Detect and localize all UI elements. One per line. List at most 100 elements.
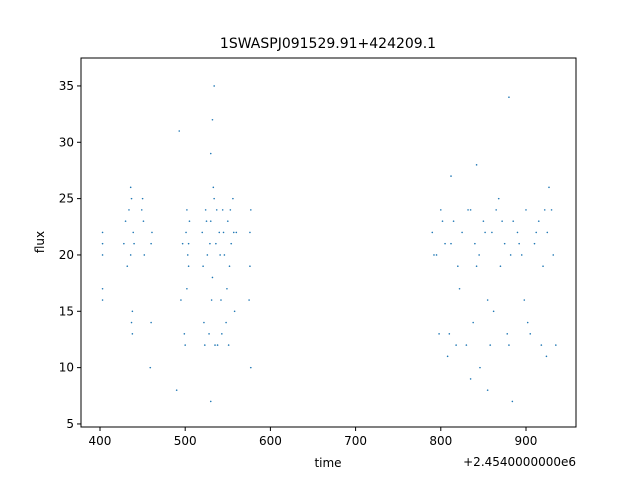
data-point [438,333,440,335]
data-point [526,321,529,324]
data-point [472,321,474,324]
data-point [151,231,153,234]
data-point [180,299,182,301]
data-point [216,344,219,346]
data-point [545,355,548,358]
y-tick-label: 25 [59,192,74,206]
data-point [202,265,204,268]
data-point [205,220,208,222]
data-point [186,287,188,290]
data-point [149,366,152,369]
data-point [215,242,217,245]
data-point [452,220,455,222]
data-point [221,333,223,335]
data-point [142,220,145,222]
data-point [509,254,512,256]
data-point [552,254,555,256]
data-point [491,231,493,234]
data-point [203,344,206,346]
data-point [529,333,532,335]
data-point [503,242,506,245]
data-point [209,400,212,403]
data-point [101,287,104,290]
data-point [540,344,543,346]
data-point [457,265,459,268]
data-point [211,276,214,279]
y-tick-label: 20 [59,248,74,262]
data-point [215,209,218,211]
data-point [123,242,125,245]
data-point [211,118,214,121]
data-point [478,254,480,256]
data-point [223,254,226,256]
data-point [141,197,144,200]
x-tick-label: 800 [429,434,452,448]
data-point [210,299,213,301]
data-point [209,242,211,245]
data-point [448,333,451,335]
data-point [520,254,523,256]
x-offset-label: +2.4540000000e6 [463,455,576,469]
data-point [150,242,152,245]
data-point [185,231,187,234]
x-tick-label: 500 [174,434,197,448]
data-point [213,85,215,87]
data-point [469,378,472,380]
y-tick-label: 35 [59,79,74,93]
data-point [229,209,232,211]
data-point [555,344,557,346]
data-point [181,242,184,245]
data-point [132,231,135,234]
y-tick-label: 15 [59,304,74,318]
data-point [461,231,463,234]
data-point [126,265,129,268]
data-point [499,265,502,268]
data-point [508,96,510,99]
data-point [221,209,224,211]
data-point [543,209,546,211]
data-point [249,265,251,268]
data-point [441,220,444,222]
y-tick-label: 10 [59,361,74,375]
data-point [128,209,130,211]
data-point [233,310,236,313]
y-axis-label: flux [33,231,47,253]
chart-title: 1SWASPJ091529.91+424209.1 [220,36,436,52]
data-point [124,220,127,222]
data-point [225,321,227,324]
x-tick-label: 600 [259,434,282,448]
data-point [226,287,228,290]
data-point [140,209,143,211]
data-point [546,231,549,234]
x-tick-label: 700 [344,434,367,448]
data-point [497,197,500,200]
data-point [512,220,515,222]
data-point [542,265,544,268]
data-point [186,254,189,256]
data-point [183,333,186,335]
x-tick-label: 400 [89,434,112,448]
data-point [130,321,133,324]
data-point [227,344,230,346]
data-point [187,265,190,268]
x-axis-label: time [314,456,341,470]
data-point [129,186,132,189]
data-point [129,254,132,256]
data-point [508,344,510,346]
x-tick-label: 900 [515,434,538,448]
data-point [204,209,207,211]
data-point [444,242,446,245]
data-point [150,321,152,324]
data-point [101,299,104,301]
data-point [220,299,222,301]
data-point [232,231,235,234]
data-point [489,344,492,346]
data-point [222,231,225,234]
data-point [212,186,215,189]
data-point [218,231,221,234]
data-point [213,197,215,200]
data-point [455,344,457,346]
data-point [209,220,212,222]
data-point [506,333,509,335]
